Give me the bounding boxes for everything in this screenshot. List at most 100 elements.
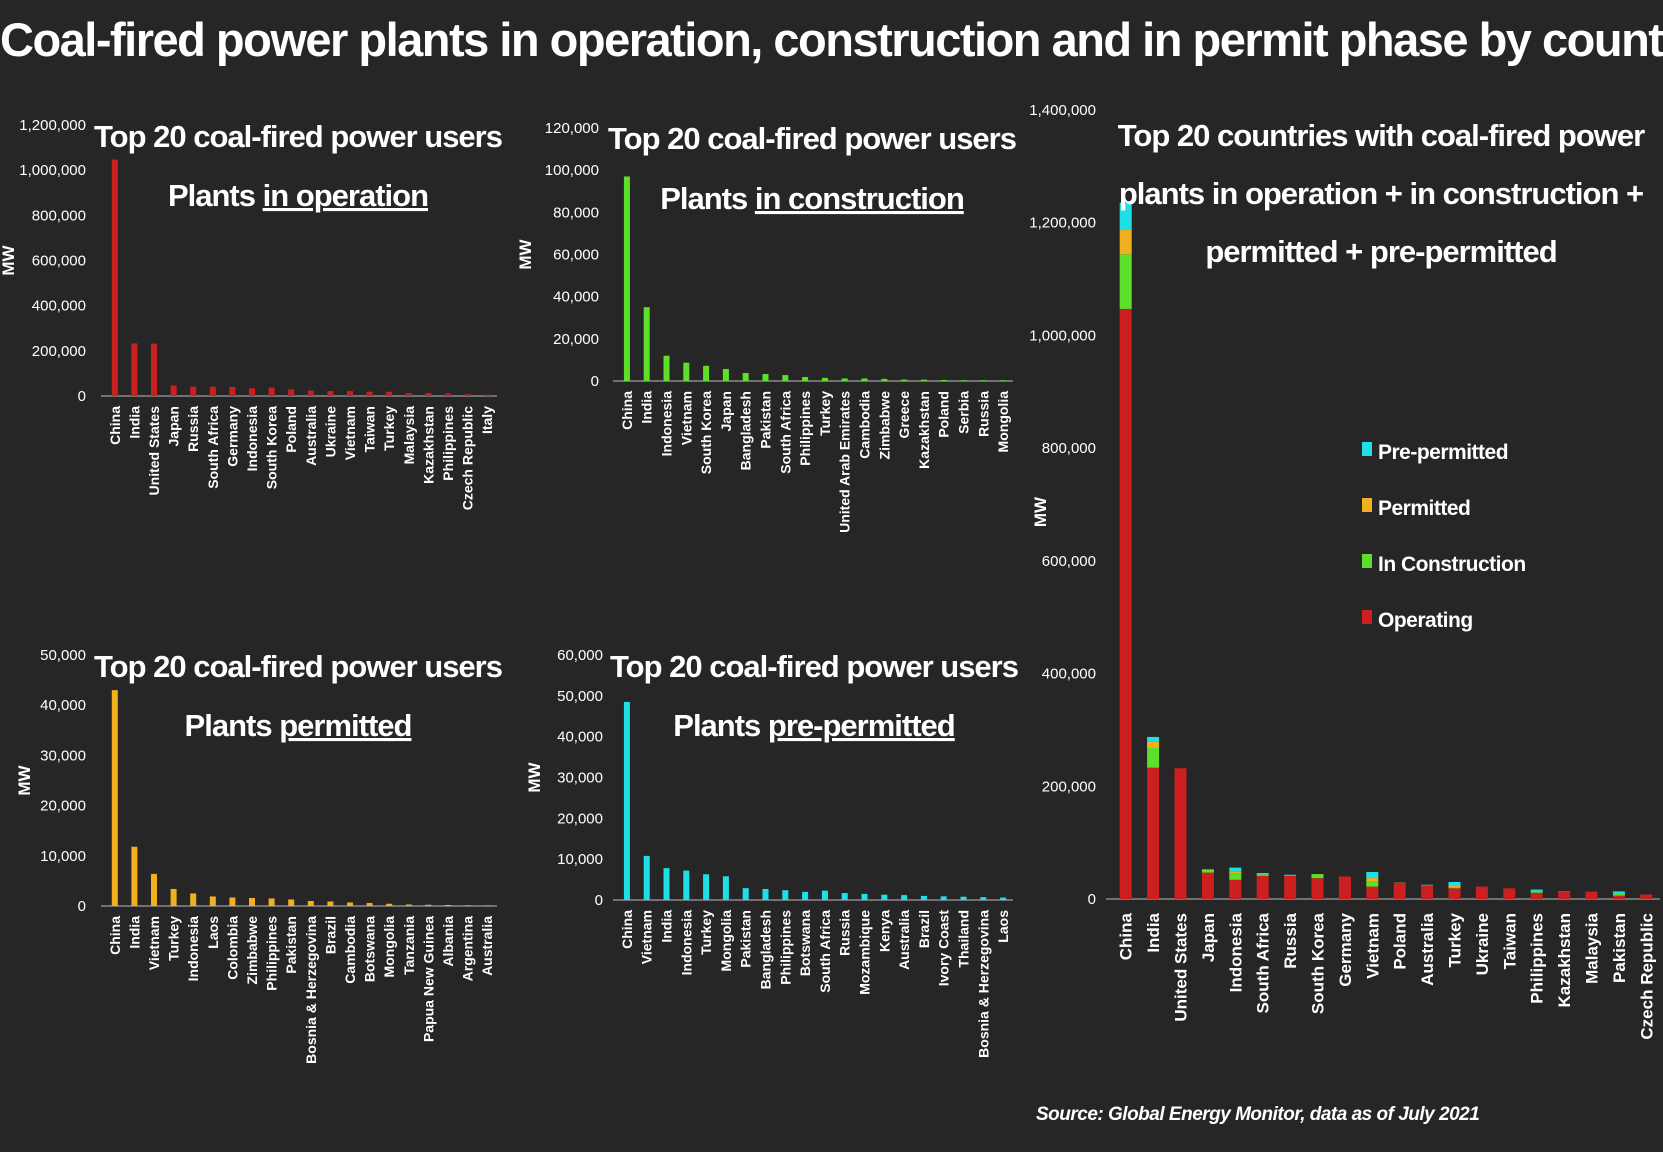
panel-3: 0 10,000 20,000 30,000 40,000 50,000 60,000 MW C… [525,647,1019,1058]
bar [307,390,314,396]
bar-segment-operating [1558,891,1571,899]
x-tick-label: Bangladesh [758,910,774,989]
x-tick-label: South Africa [1254,912,1273,1013]
panel-subtitle-prefix: Plants [185,708,280,743]
y-tick-label: 400,000 [32,298,86,315]
x-tick-label: Serbia [956,391,972,434]
legend-item: Operating [1362,609,1473,632]
y-axis-label: MW [15,764,34,795]
bar [111,159,118,396]
bar [209,896,216,906]
legend-item: In Construction [1362,553,1526,576]
x-tick-label: United States [1172,913,1191,1022]
x-tick-label: China [1117,912,1136,960]
bar-segment-operating [1503,888,1516,899]
bar [327,901,334,906]
bar [802,376,809,381]
bar-segment-operating [1475,886,1488,899]
bar [782,890,789,900]
x-tick-label: Turkey [817,391,833,436]
bar [229,386,236,396]
bar-segment-pre-permitted [1366,872,1379,879]
bar [484,394,491,396]
bar [170,385,177,396]
bar-segment-permitted [1147,741,1160,748]
x-tick-label: Indonesia [678,910,694,976]
bar-segment-operating [1256,875,1269,899]
panel-subtitle: Plants permitted [185,708,412,743]
y-tick-label: 0 [78,898,86,915]
bar [643,307,650,381]
x-tick-label: Mongolia [381,916,397,978]
bar-segment-operating [1640,894,1653,899]
y-axis-label: MW [516,238,535,269]
x-tick-label: China [619,910,635,949]
bar [425,393,432,396]
x-tick-label: Philippines [777,910,793,985]
x-tick-label: Mongolia [995,391,1011,453]
x-tick-label: Bosnia & Herzegovina [975,910,991,1058]
legend-swatch [1362,498,1372,512]
y-axis-label: MW [525,761,544,792]
panel-subtitle-prefix: Plants [660,181,755,216]
bar [405,904,412,906]
x-tick-label: Vietnam [639,910,655,964]
legend-item: Permitted [1362,497,1471,520]
y-tick-label: 400,000 [1042,666,1096,683]
legend-label: Operating [1378,609,1473,632]
x-tick-label: Philippines [1528,913,1547,1004]
x-tick-label: India [1144,912,1163,952]
legend-label: Pre-permitted [1378,441,1508,464]
bar-segment-operating [1174,768,1187,899]
y-tick-label: 0 [78,388,86,405]
bar-segment-operating [1147,767,1160,899]
bar [288,389,295,396]
x-tick-label: Turkey [1446,912,1465,967]
bar-segment-in-construction [1201,869,1214,873]
x-tick-label: Mongolia [718,910,734,972]
panel-subtitle: Plants in construction [660,181,964,216]
bar [920,379,927,381]
y-tick-label: 20,000 [40,798,86,815]
x-tick-label: South Korea [264,406,280,489]
x-tick-label: China [107,406,123,445]
x-tick-label: Papua New Guinea [420,916,436,1042]
x-tick-label: India [639,391,655,424]
x-tick-label: Australia [1418,912,1437,985]
y-tick-label: 800,000 [1042,440,1096,457]
x-tick-label: Vietnam [146,916,162,970]
bar [901,379,908,381]
bar [484,905,491,906]
y-tick-label: 200,000 [32,343,86,360]
y-tick-label: 1,200,000 [1029,215,1096,232]
y-tick-label: 10,000 [557,851,603,868]
bar [742,372,749,381]
x-tick-label: India [126,406,142,439]
y-tick-label: 50,000 [557,688,603,705]
x-tick-label: Bangladesh [738,391,754,470]
bar [1000,897,1007,900]
x-tick-label: Pakistan [1610,913,1629,983]
bar [249,388,255,396]
x-tick-label: Kazakhstan [420,406,436,484]
panel-subtitle-emphasis: in construction [755,181,964,216]
bar [209,386,216,396]
bar [405,393,412,396]
bar [683,362,690,381]
bar-segment-in-construction [1612,893,1625,896]
x-tick-label: Russia [975,391,991,437]
bar [268,898,275,906]
x-tick-label: Thailand [956,910,972,968]
x-tick-label: Zimbabwe [876,391,892,460]
x-tick-label: South Africa [777,391,793,474]
bar [940,379,947,381]
x-tick-label: Vietnam [678,391,694,445]
bar [802,891,809,900]
x-tick-label: Albania [440,916,456,967]
bar-segment-operating [1530,892,1543,899]
x-tick-label: South Korea [1309,912,1328,1014]
bar [881,894,888,900]
bar-segment-pre-permitted [1612,891,1625,894]
